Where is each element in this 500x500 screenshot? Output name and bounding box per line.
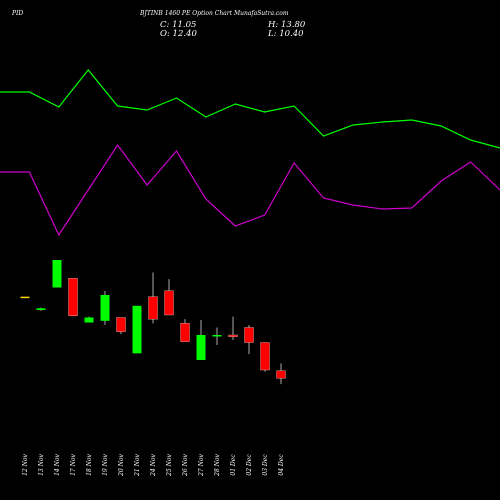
x-axis-date-label: 28 Nov — [214, 453, 221, 476]
candle-body — [132, 305, 142, 354]
candle-body — [52, 260, 62, 288]
candle-body — [244, 327, 254, 343]
x-axis-date-label: 01 Dec — [230, 454, 237, 476]
x-axis-date-label: 17 Nov — [70, 453, 77, 475]
x-axis-date-label: 21 Nov — [134, 453, 141, 476]
candle-body — [68, 278, 78, 316]
candle-body — [20, 296, 30, 299]
candle-body — [196, 335, 206, 360]
candle-body — [180, 323, 190, 342]
x-axis-date-label: 19 Nov — [102, 453, 109, 475]
x-axis-date-label: 02 Dec — [246, 454, 253, 476]
x-axis-date-label: 13 Nov — [38, 453, 45, 475]
x-axis-date-label: 20 Nov — [118, 453, 125, 476]
candle-body — [276, 370, 286, 379]
symbol-label: PID — [12, 10, 24, 17]
candle-body — [116, 317, 126, 332]
x-axis-date-label: 12 Nov — [22, 453, 29, 475]
x-axis-date-label: 04 Dec — [278, 454, 285, 476]
chart-title: BJTINB 1460 PE Option Chart MunafaSutra.… — [140, 10, 289, 17]
open-value: O: 12.40 — [160, 29, 197, 39]
candle-body — [228, 334, 238, 337]
close-value: C: 11.05 — [160, 20, 197, 30]
candle-body — [100, 295, 110, 321]
candle-body — [212, 335, 222, 337]
candle-body — [260, 342, 270, 371]
x-axis-date-label: 24 Nov — [150, 453, 157, 476]
x-axis-date-label: 03 Dec — [262, 454, 269, 476]
x-axis-date-label: 25 Nov — [166, 453, 173, 476]
x-axis-date-label: 27 Nov — [198, 453, 205, 476]
candle-body — [148, 296, 158, 320]
x-axis-date-label: 26 Nov — [182, 453, 189, 476]
magenta-indicator-line — [0, 143, 500, 237]
high-value: H: 13.80 — [268, 20, 306, 30]
candle-body — [84, 317, 94, 323]
x-axis-date-label: 14 Nov — [54, 453, 61, 475]
candle-body — [164, 290, 174, 316]
x-axis-date-label: 18 Nov — [86, 453, 93, 475]
low-value: L: 10.40 — [268, 29, 304, 39]
green-indicator-line — [0, 69, 500, 149]
candle-body — [36, 308, 46, 310]
